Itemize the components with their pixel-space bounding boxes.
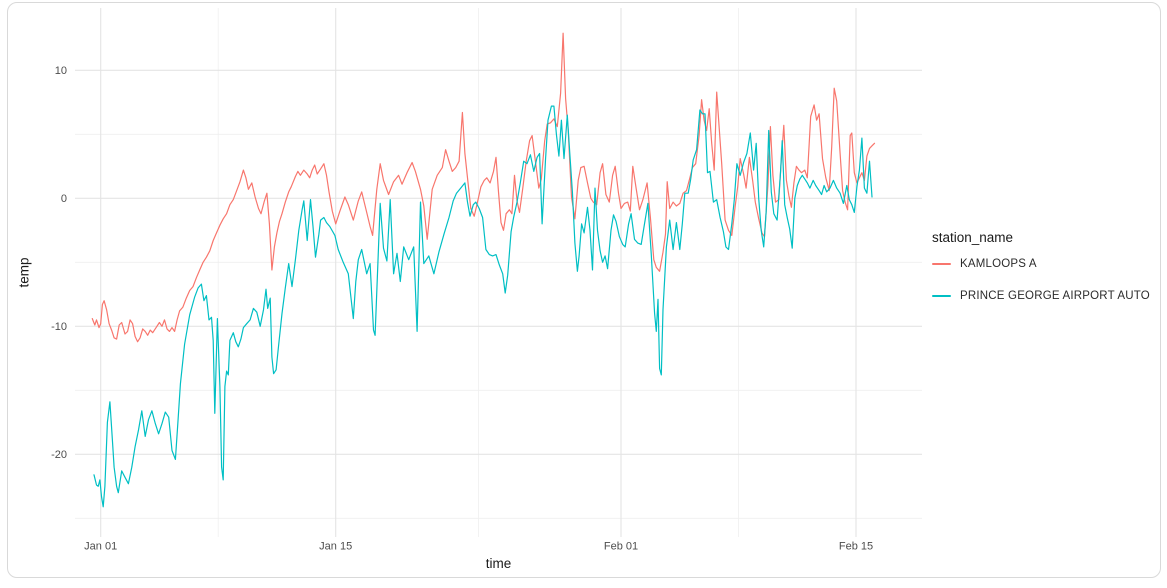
y-tick-label: 10: [55, 65, 67, 77]
y-tick-label: -10: [51, 321, 67, 333]
legend-line-swatch: [932, 262, 951, 265]
x-tick-label: Feb 15: [839, 541, 873, 553]
legend-line-swatch: [932, 294, 951, 297]
kamloops-a-line: [91, 32, 876, 343]
x-tick-label: Jan 01: [84, 541, 117, 553]
prince-george-airport-auto-line: [93, 105, 873, 508]
legend-label: KAMLOOPS A: [960, 257, 1037, 270]
y-axis-title-area: temp: [4, 0, 44, 545]
x-tick-label: Jan 15: [319, 541, 352, 553]
plot-card: [7, 2, 1161, 578]
y-axis-title: temp: [16, 257, 32, 288]
legend-entry: KAMLOOPS A: [932, 255, 1150, 272]
legend: station_name KAMLOOPS A PRINCE GEORGE AIR…: [932, 230, 1150, 319]
x-axis-title: time: [485, 556, 512, 571]
legend-entry: PRINCE GEORGE AIRPORT AUTO: [932, 287, 1150, 304]
y-tick-label: 0: [61, 193, 67, 205]
y-tick-label: -20: [51, 449, 67, 461]
legend-entries: KAMLOOPS A PRINCE GEORGE AIRPORT AUTO: [932, 255, 1150, 304]
x-tick-label: Feb 01: [604, 541, 638, 553]
legend-label: PRINCE GEORGE AIRPORT AUTO: [960, 289, 1150, 302]
legend-title: station_name: [932, 230, 1014, 245]
